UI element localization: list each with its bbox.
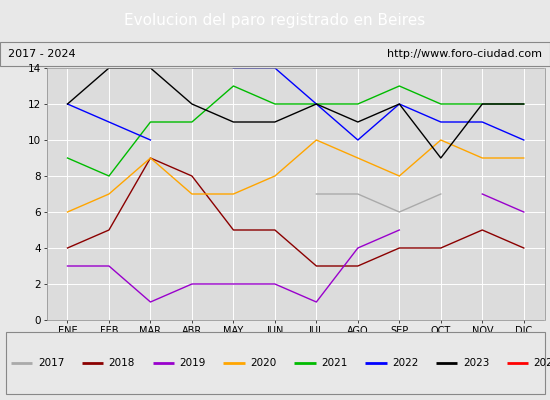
FancyBboxPatch shape	[0, 42, 550, 66]
Text: 2024: 2024	[534, 358, 550, 368]
Text: 2019: 2019	[179, 358, 206, 368]
Text: 2022: 2022	[392, 358, 419, 368]
Text: http://www.foro-ciudad.com: http://www.foro-ciudad.com	[387, 49, 542, 59]
Text: 2017 - 2024: 2017 - 2024	[8, 49, 76, 59]
Text: 2020: 2020	[250, 358, 277, 368]
Text: Evolucion del paro registrado en Beires: Evolucion del paro registrado en Beires	[124, 14, 426, 28]
FancyBboxPatch shape	[6, 332, 544, 394]
Text: 2021: 2021	[321, 358, 348, 368]
Text: 2017: 2017	[38, 358, 64, 368]
Text: 2023: 2023	[463, 358, 490, 368]
Text: 2018: 2018	[109, 358, 135, 368]
